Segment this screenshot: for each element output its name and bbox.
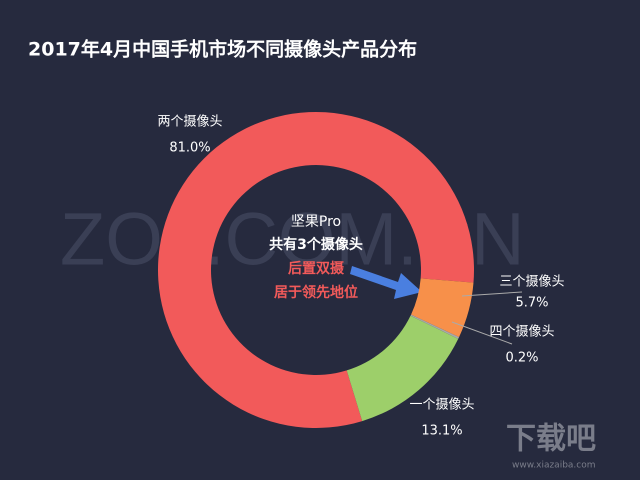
arrow: [350, 266, 422, 299]
legend-label: 三个摄像头: [499, 275, 564, 290]
donut-slice: [410, 314, 460, 339]
donut-slice: [411, 278, 474, 338]
watermark: 下载吧: [506, 422, 596, 457]
legend-label: 四个摄像头: [489, 325, 554, 340]
data-label: 5.7%: [515, 296, 548, 311]
data-label: 0.2%: [505, 351, 538, 366]
legend-label: 两个摄像头: [157, 115, 222, 130]
data-label: 81.0%: [169, 141, 210, 156]
legend-label: 一个摄像头: [409, 398, 474, 413]
annotation: 共有3个摄像头: [269, 236, 363, 253]
annotation: 坚果Pro: [291, 214, 341, 230]
data-label: 13.1%: [421, 424, 462, 439]
annotation: 后置双摄: [288, 260, 345, 277]
donut-slice: [158, 112, 475, 428]
watermark: www.xiazaiba.com: [512, 461, 596, 471]
annotation: 居于领先地位: [274, 284, 358, 301]
leader-line: [461, 291, 523, 297]
donut-slice: [346, 315, 459, 422]
leader-line: [451, 321, 513, 345]
chart-title: 2017年4月中国手机市场不同摄像头产品分布: [28, 38, 417, 61]
